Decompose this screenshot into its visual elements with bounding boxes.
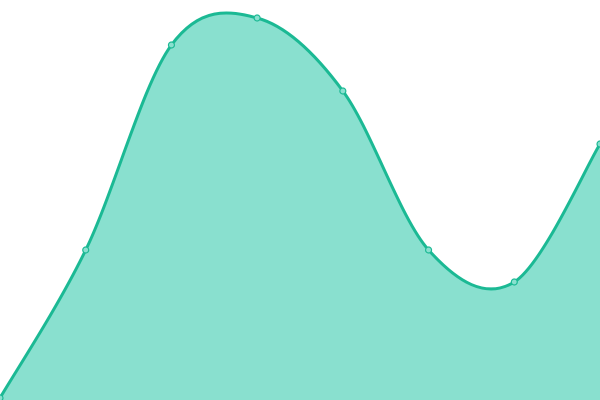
data-point-5 (424, 246, 433, 254)
data-point-0 (0, 394, 4, 400)
data-point-3 (253, 14, 261, 22)
data-point-1 (82, 246, 90, 254)
data-point-7 (596, 140, 600, 148)
area-fill (0, 12, 600, 400)
data-point-4 (339, 87, 347, 95)
data-point-6 (510, 278, 518, 286)
data-points (0, 14, 600, 400)
data-point-2 (167, 41, 176, 49)
